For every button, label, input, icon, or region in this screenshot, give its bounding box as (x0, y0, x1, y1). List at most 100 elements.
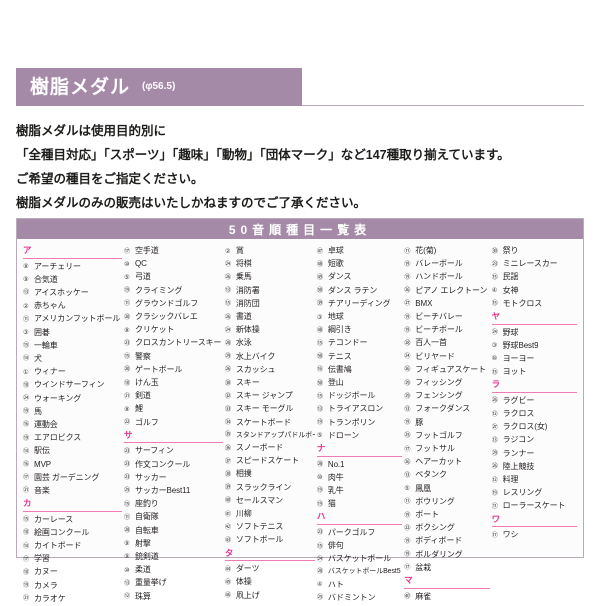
category-item[interactable]: ⑲ 乳牛 (317, 485, 402, 498)
category-item[interactable]: ⑱ けん玉 (124, 377, 223, 390)
category-item[interactable]: ⑮ テコンドー (317, 337, 402, 350)
category-item[interactable]: ⑲ ボート (404, 509, 489, 522)
category-item[interactable]: ⑤ 鳳凰 (404, 483, 489, 496)
category-item[interactable]: ⑮ 座釣り (124, 498, 223, 511)
category-item[interactable]: ⑩ 肉牛 (317, 472, 402, 485)
category-item[interactable]: ④ 女神 (492, 285, 577, 298)
category-item[interactable]: ⑧ アーチェリー (23, 261, 122, 274)
category-item[interactable]: ⑫ ラクロス (492, 408, 577, 421)
category-item[interactable]: ⑲ ビーチバレー (404, 311, 489, 324)
category-item[interactable]: ⑲ バレーボール (404, 258, 489, 271)
category-item[interactable]: ⑪ アメリカンフットボール (23, 313, 122, 326)
category-item[interactable]: ⑲ トランポリン (317, 417, 402, 430)
category-item[interactable]: ⑰ ワシ (492, 529, 577, 542)
category-item[interactable]: ⑲ ビーチボール (404, 324, 489, 337)
category-item[interactable]: ㉟スタンドアップパドルボード (225, 430, 315, 442)
category-item[interactable]: ③ 野球Best9 (492, 340, 577, 353)
category-item[interactable]: ⑲ レスリング (492, 487, 577, 500)
category-item[interactable]: ⑮ モトクロス (492, 298, 577, 311)
category-item[interactable]: ⑧ クリケット (124, 324, 223, 337)
category-item[interactable]: ⑲ カメラ (23, 580, 122, 593)
category-item[interactable]: ⑲ クライミング (124, 285, 223, 298)
category-item[interactable]: ⑤ 弓道 (124, 271, 223, 284)
category-item[interactable]: ⑬ トライアスロン (317, 403, 402, 416)
category-item[interactable]: ③ 囲碁 (23, 327, 122, 340)
category-item[interactable]: ⑬ 消防署 (225, 285, 315, 298)
category-item[interactable]: ⑬ 重量挙げ (124, 577, 223, 590)
category-item[interactable]: ④ ハト (317, 579, 402, 592)
category-item[interactable]: ⑳ クラシックバレエ (124, 311, 223, 324)
category-item[interactable]: ⑰ 学習 (23, 553, 122, 566)
category-item[interactable]: ⑮ 警察 (124, 351, 223, 364)
category-item[interactable]: ⑭ カイトボード (23, 540, 122, 553)
category-item[interactable]: ⑲ エアロビクス (23, 432, 122, 445)
category-item[interactable]: ⑲ ボルダリング (404, 549, 489, 562)
category-item[interactable]: ⑮ ドッジボール (317, 390, 402, 403)
category-item[interactable]: ② 赤ちゃん (23, 300, 122, 313)
category-item[interactable]: ⑮ カーレース (23, 514, 122, 527)
category-item[interactable]: ⑰ 盆栽 (404, 562, 489, 575)
category-item[interactable]: ⑪ グラウンドゴルフ (124, 298, 223, 311)
category-item[interactable]: ⑭ 駅伝 (23, 445, 122, 458)
category-item[interactable]: ⑪ 花(菊) (404, 245, 489, 258)
category-item[interactable]: ⑰ フットサル (404, 443, 489, 456)
category-item[interactable]: ⑱ カヌー (23, 566, 122, 579)
category-item[interactable]: ① ウィナー (23, 366, 122, 379)
category-item[interactable]: ⑫ 料理 (492, 474, 577, 487)
category-item[interactable]: ⑳ ゲートボール (124, 364, 223, 377)
category-item[interactable]: ⑯ 運動会 (23, 419, 122, 432)
category-item[interactable]: ⑨ 射撃 (124, 538, 223, 551)
category-item[interactable]: ⑩ 柔道 (124, 564, 223, 577)
category-item[interactable]: ⑨ 銃剣道 (124, 551, 223, 564)
category-item[interactable]: ⑩ ヨーヨー (492, 353, 577, 366)
category-item[interactable]: ⑫ 珠算 (124, 591, 223, 604)
category-item[interactable]: ⑬ ペタンク (404, 469, 489, 482)
